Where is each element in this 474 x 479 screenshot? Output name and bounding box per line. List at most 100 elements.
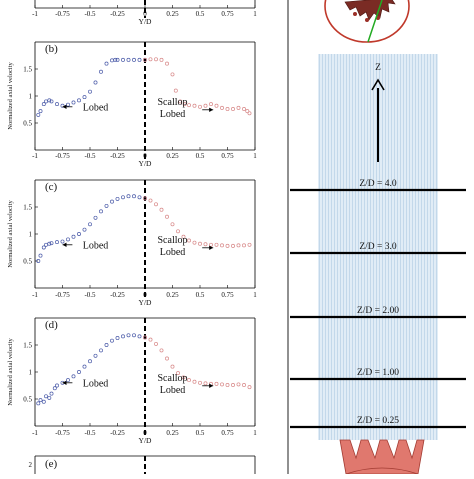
x-tick-label: 0.25 — [166, 152, 179, 160]
data-point — [236, 105, 241, 110]
x-tick-label: 0.25 — [166, 10, 179, 18]
x-tick-label: 0 — [143, 291, 147, 299]
annotation-lobed: Lobed — [83, 240, 109, 251]
x-tick-label: 0.75 — [221, 152, 234, 160]
green-section-line — [367, 0, 383, 43]
x-tick-label: -0.75 — [55, 10, 70, 18]
x-tick-label: -0.75 — [55, 291, 70, 299]
annotation-lobed: Lobed — [83, 102, 109, 113]
data-point — [66, 102, 70, 107]
data-point — [132, 194, 136, 199]
panel-label: (c) — [45, 181, 58, 193]
x-tick-label: -1 — [32, 152, 38, 160]
data-point — [173, 88, 178, 93]
data-point — [121, 57, 125, 62]
data-point — [104, 343, 109, 347]
x-tick-label: 0.75 — [221, 10, 234, 18]
data-point — [231, 107, 235, 111]
x-tick-label: -0.75 — [55, 152, 70, 160]
data-point — [77, 98, 81, 103]
schematic: Z Z/D = 4.0 Z/D = 3.0 Z/D = 2.00 Z/D = 1.00… — [290, 0, 466, 475]
x-axis-title: Y/D — [139, 436, 153, 445]
data-point — [165, 214, 169, 219]
data-point — [52, 386, 57, 391]
y-axis-title: Normalized axial velocity — [7, 338, 14, 406]
chart-panels: -1 -0.75 -0.5 -0.25 0 0.25 0.5 0.75 1Y/D-1 -0.75-… — [7, 0, 257, 476]
x-axis-title: Y/D — [139, 159, 153, 168]
data-point — [99, 348, 103, 353]
data-point — [154, 341, 158, 346]
station-label: Z/D = 0.25 — [357, 416, 399, 426]
data-point — [187, 378, 191, 383]
data-point — [198, 241, 202, 246]
x-tick-label: 0 — [143, 152, 147, 160]
data-point — [126, 333, 131, 338]
data-point — [82, 227, 87, 232]
x-tick-label: -0.25 — [110, 10, 125, 18]
data-point — [225, 243, 230, 248]
data-point — [36, 401, 41, 406]
data-point — [242, 383, 246, 387]
x-tick-label: 1 — [253, 429, 257, 437]
y-tick-label: 1 — [29, 93, 33, 101]
data-point — [93, 215, 98, 220]
y-tick-label: 1.5 — [23, 66, 32, 74]
x-tick-label: -0.5 — [84, 429, 96, 437]
data-point — [36, 112, 41, 117]
data-point — [236, 243, 241, 248]
data-point — [181, 375, 186, 380]
data-point — [60, 239, 65, 244]
data-point — [143, 57, 147, 62]
data-point — [247, 242, 252, 247]
data-point — [55, 383, 59, 388]
data-point — [126, 57, 131, 62]
data-point — [214, 381, 219, 386]
data-point — [99, 209, 103, 214]
data-point — [192, 103, 197, 108]
data-point — [99, 69, 103, 74]
data-point — [115, 57, 120, 62]
data-point — [143, 196, 147, 201]
data-point — [132, 333, 136, 338]
data-point — [137, 57, 142, 62]
data-point — [82, 364, 87, 369]
x-tick-label: -0.25 — [110, 152, 125, 160]
arrow-left-head — [62, 380, 67, 385]
y-axis-title: Normalized axial velocity — [7, 62, 14, 130]
data-point — [242, 243, 246, 248]
data-point — [88, 359, 92, 364]
arrow-right-head — [209, 107, 214, 113]
x-axis-title: Y/D — [139, 17, 153, 26]
annotation-scallop: Scallop — [158, 97, 188, 108]
data-point — [44, 242, 48, 247]
annotation-scallop-lobed: Lobed — [160, 385, 186, 396]
data-point — [93, 80, 98, 85]
data-point — [77, 232, 81, 236]
x-tick-label: -0.5 — [84, 291, 96, 299]
nozzle-top-view — [324, 0, 410, 43]
data-point — [71, 374, 76, 379]
data-point — [154, 57, 158, 62]
data-point — [41, 399, 46, 404]
data-point — [41, 102, 46, 107]
data-point — [192, 379, 197, 384]
data-point — [170, 364, 175, 369]
x-tick-label: 0.75 — [221, 429, 234, 437]
data-point — [47, 395, 52, 400]
arrow-left-head — [62, 242, 67, 247]
data-point — [55, 102, 59, 107]
data-point — [49, 391, 54, 396]
data-point — [82, 95, 87, 100]
data-point — [231, 383, 235, 387]
z-axis-label: Z — [375, 63, 381, 73]
x-tick-label: 0.5 — [196, 429, 205, 437]
data-point — [38, 398, 43, 403]
data-point — [245, 109, 250, 114]
data-point — [214, 103, 219, 108]
z-arrow-head — [371, 78, 385, 91]
data-point — [170, 72, 175, 77]
data-point — [159, 207, 164, 212]
data-point — [93, 353, 98, 358]
annotation-scallop: Scallop — [158, 235, 188, 246]
